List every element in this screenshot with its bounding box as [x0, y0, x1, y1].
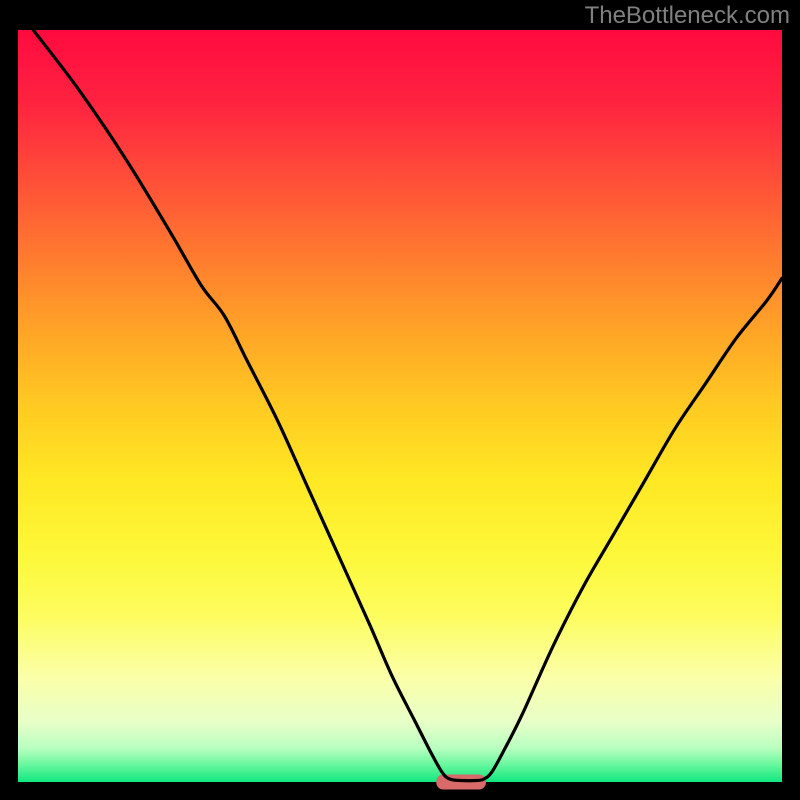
- bottleneck-curve-svg: [0, 0, 800, 800]
- bottleneck-curve: [33, 30, 782, 781]
- attribution-text: TheBottleneck.com: [585, 2, 790, 30]
